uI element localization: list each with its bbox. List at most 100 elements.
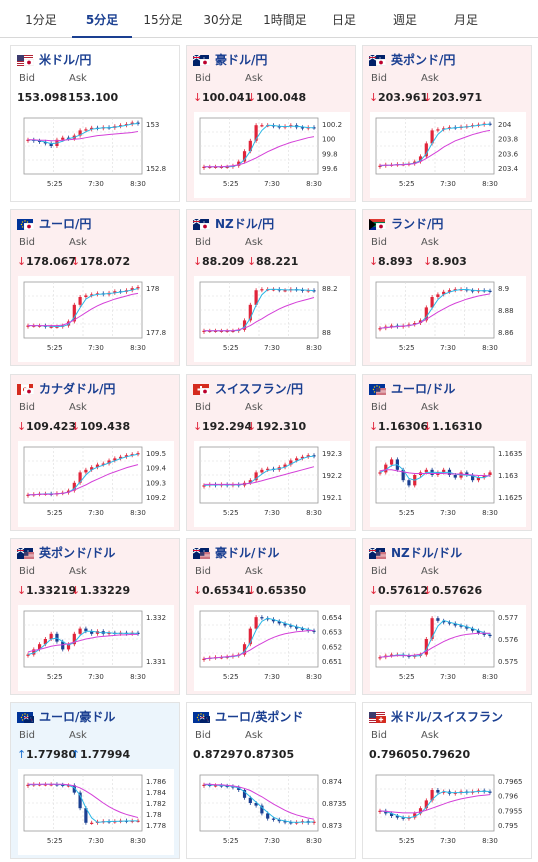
currency-pair-link[interactable]: 豪ドル/円 xyxy=(215,53,268,67)
candle xyxy=(90,467,94,470)
price-chart[interactable]: 109.5 109.4 109.3 109.2 5:25 7:30 8:30 xyxy=(18,441,174,527)
x-tick-label: 5:25 xyxy=(223,673,239,681)
currency-pair-link[interactable]: ランド/円 xyxy=(391,217,444,231)
bid-value: ↓0.65341 xyxy=(193,584,253,597)
rate-card[interactable]: 豪ドル/円 Bid Ask ↓100.041 ↓100.048 100.2 100 99.8 9… xyxy=(186,45,356,202)
rate-card[interactable]: 英ポンド/ドル Bid Ask ↓1.33219 ↓1.33229 1.332 1.331 5… xyxy=(10,538,180,695)
ask-value: 0.87305 xyxy=(244,748,295,761)
tab-1hour[interactable]: 1時間足 xyxy=(263,13,307,27)
price-chart[interactable]: 192.3 192.2 192.1 5:25 7:30 8:30 xyxy=(194,441,350,527)
currency-pair-link[interactable]: スイスフラン/円 xyxy=(215,382,304,396)
price-chart[interactable]: 204 203.8 203.6 203.4 5:25 7:30 8:30 xyxy=(370,112,526,198)
bid-label: Bid xyxy=(19,237,35,248)
candle xyxy=(306,290,310,292)
x-tick-label: 5:25 xyxy=(47,180,63,188)
rate-card[interactable]: ユーロ/ドル Bid Ask ↓1.16306 ↓1.16310 1.1635 1.163 1… xyxy=(362,374,532,531)
candle xyxy=(260,617,264,619)
price-chart[interactable]: 1.1635 1.163 1.1625 5:25 7:30 8:30 xyxy=(370,441,526,527)
ask-label: Ask xyxy=(245,73,263,84)
currency-pair-link[interactable]: 英ポンド/ドル xyxy=(39,546,116,560)
y-tick-label: 0.575 xyxy=(498,658,518,666)
rate-card[interactable]: カナダドル/円 Bid Ask ↓109.423 ↓109.438 109.5 109.4 1… xyxy=(10,374,180,531)
price-chart[interactable]: 0.654 0.653 0.652 0.651 5:25 7:30 8:30 xyxy=(194,605,350,691)
y-tick-label: 192.2 xyxy=(322,472,342,480)
currency-pair-link[interactable]: NZドル/ドル xyxy=(391,546,463,560)
currency-pair-link[interactable]: 米ドル/スイスフラン xyxy=(391,710,504,724)
candle xyxy=(213,330,218,332)
candle xyxy=(442,291,446,295)
currency-pair-link[interactable]: ユーロ/豪ドル xyxy=(39,710,116,724)
gb-jp-flag-icon xyxy=(369,55,386,66)
price-chart[interactable]: 0.577 0.576 0.575 5:25 7:30 8:30 xyxy=(370,605,526,691)
down-arrow-icon: ↓ xyxy=(193,91,203,104)
nz-jp-flag-icon xyxy=(193,219,210,230)
tab-monthly[interactable]: 月足 xyxy=(453,13,478,27)
candle xyxy=(453,289,457,291)
candle xyxy=(418,320,423,323)
moving-average-short xyxy=(379,619,491,658)
tab-15min[interactable]: 15分足 xyxy=(143,13,183,27)
currency-pair-link[interactable]: 米ドル/円 xyxy=(39,53,92,67)
candle xyxy=(78,297,82,305)
rate-card[interactable]: 豪ドル/ドル Bid Ask ↓0.65341 ↓0.65350 0.654 0.653 0.… xyxy=(186,538,356,695)
x-tick-label: 8:30 xyxy=(482,673,498,681)
rate-card[interactable]: 米ドル/スイスフラン Bid Ask 0.79605 0.79620 0.7965 0.79… xyxy=(362,702,532,859)
candle xyxy=(231,330,235,332)
bid-label: Bid xyxy=(195,566,211,577)
tab-weekly[interactable]: 週足 xyxy=(392,13,417,27)
rate-card[interactable]: スイスフラン/円 Bid Ask ↓192.294 ↓192.310 192.3 192.2… xyxy=(186,374,356,531)
candle xyxy=(471,628,475,631)
price-chart[interactable]: 1.786 1.784 1.782 1.78 1.778 5:25 7:30 8:30 xyxy=(18,769,174,855)
rate-card[interactable]: ユーロ/豪ドル Bid Ask ↑1.77980 ↑1.77994 1.786 1.784 1… xyxy=(10,702,180,859)
tab-30min[interactable]: 30分足 xyxy=(203,13,243,27)
rate-card[interactable]: NZドル/ドル Bid Ask ↓0.57612 ↓0.57626 0.577 0.576 0… xyxy=(362,538,532,695)
currency-pair-link[interactable]: NZドル/円 xyxy=(215,217,275,231)
y-tick-label: 0.873 xyxy=(322,822,342,830)
bid-label: Bid xyxy=(19,730,35,741)
price-chart[interactable]: 0.7965 0.796 0.7955 0.795 5:25 7:30 8:30 xyxy=(370,769,526,855)
x-tick-label: 7:30 xyxy=(440,180,456,188)
candle xyxy=(124,455,129,457)
y-tick-label: 99.6 xyxy=(322,165,338,173)
y-tick-label: 0.654 xyxy=(322,614,343,622)
candle xyxy=(37,140,42,142)
bid-label: Bid xyxy=(371,730,387,741)
price-chart[interactable]: 100.2 100 99.8 99.6 5:25 7:30 8:30 xyxy=(194,112,350,198)
candle xyxy=(453,792,457,794)
currency-pair-link[interactable]: 豪ドル/ドル xyxy=(215,546,280,560)
rate-card[interactable]: 米ドル/円 Bid Ask 153.098 153.100 153 152.8 5:25 7:3… xyxy=(10,45,180,202)
price-chart[interactable]: 1.332 1.331 5:25 7:30 8:30 xyxy=(18,605,174,691)
currency-pair-link[interactable]: ユーロ/円 xyxy=(39,217,92,231)
price-chart[interactable]: 8.9 8.88 8.86 5:25 7:30 8:30 xyxy=(370,276,526,362)
candle xyxy=(26,325,30,327)
rate-card[interactable]: ユーロ/円 Bid Ask ↓178.067 ↓178.072 178 177.8 5:25 7… xyxy=(10,209,180,366)
za-jp-flag-icon xyxy=(369,219,386,230)
candle xyxy=(219,330,223,332)
bid-value: ↓203.961 xyxy=(369,91,429,104)
candle xyxy=(424,143,428,157)
moving-average-long xyxy=(27,633,138,653)
rate-card[interactable]: ランド/円 Bid Ask ↓8.893 ↓8.903 8.9 8.88 8.86 5:25 7:… xyxy=(362,209,532,366)
currency-pair-link[interactable]: カナダドル/円 xyxy=(39,382,116,396)
currency-pair-link[interactable]: ユーロ/英ポンド xyxy=(215,710,304,724)
candle xyxy=(465,472,469,475)
tab-1min[interactable]: 1分足 xyxy=(25,13,57,27)
tab-daily[interactable]: 日足 xyxy=(331,13,356,27)
x-tick-label: 7:30 xyxy=(264,344,280,352)
price-chart[interactable]: 0.874 0.8735 0.873 5:25 7:30 8:30 xyxy=(194,769,350,855)
price-chart[interactable]: 88.2 88 5:25 7:30 8:30 xyxy=(194,276,350,362)
x-tick-label: 7:30 xyxy=(88,673,104,681)
y-tick-label: 0.7955 xyxy=(498,807,523,815)
y-tick-label: 88.2 xyxy=(322,285,338,293)
currency-pair-link[interactable]: ユーロ/ドル xyxy=(391,382,456,396)
price-chart[interactable]: 153 152.8 5:25 7:30 8:30 xyxy=(18,112,174,198)
rate-card[interactable]: 英ポンド/円 Bid Ask ↓203.961 ↓203.971 204 203.8 203.… xyxy=(362,45,532,202)
candle xyxy=(242,320,247,330)
rate-card[interactable]: ユーロ/英ポンド Bid Ask 0.87297 0.87305 0.874 0.8735 0… xyxy=(186,702,356,859)
currency-pair-link[interactable]: 英ポンド/円 xyxy=(391,53,456,67)
price-chart[interactable]: 178 177.8 5:25 7:30 8:30 xyxy=(18,276,174,362)
candle xyxy=(26,494,30,496)
candle xyxy=(84,469,88,473)
tab-5min[interactable]: 5分足 xyxy=(72,0,132,38)
rate-card[interactable]: NZドル/円 Bid Ask ↓88.209 ↓88.221 88.2 88 5:25 7:30… xyxy=(186,209,356,366)
